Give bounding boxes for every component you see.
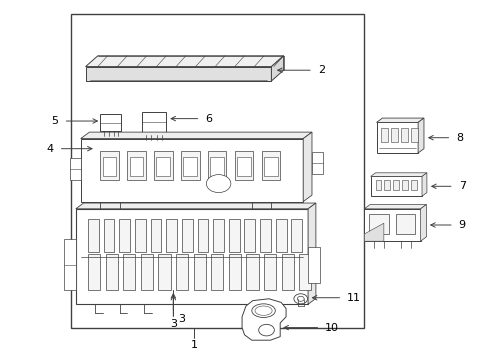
Bar: [260, 219, 270, 252]
Text: 3: 3: [178, 314, 185, 324]
Text: 4: 4: [46, 144, 54, 154]
Polygon shape: [303, 132, 311, 202]
Bar: [401, 180, 407, 190]
Bar: [400, 128, 407, 142]
Bar: [135, 219, 145, 252]
Bar: [244, 219, 255, 252]
Bar: [166, 219, 177, 252]
Polygon shape: [242, 299, 285, 340]
Polygon shape: [63, 239, 76, 290]
Polygon shape: [370, 173, 426, 176]
Bar: [70, 158, 81, 180]
Bar: [102, 157, 116, 176]
Ellipse shape: [251, 304, 275, 318]
Polygon shape: [417, 118, 423, 153]
Polygon shape: [364, 223, 383, 241]
Bar: [311, 152, 322, 174]
Bar: [119, 219, 130, 252]
Bar: [105, 254, 118, 290]
Text: 1: 1: [190, 340, 197, 350]
Text: 6: 6: [205, 114, 212, 123]
Bar: [410, 180, 416, 190]
Bar: [364, 209, 420, 241]
Bar: [299, 254, 311, 290]
Bar: [103, 219, 114, 252]
Polygon shape: [421, 173, 426, 196]
Polygon shape: [271, 56, 283, 81]
Bar: [381, 128, 387, 142]
Bar: [246, 254, 258, 290]
Bar: [100, 114, 121, 131]
Polygon shape: [307, 203, 315, 304]
Bar: [176, 254, 188, 290]
Bar: [261, 151, 280, 180]
Bar: [237, 157, 250, 176]
Bar: [81, 139, 303, 202]
Bar: [376, 122, 417, 153]
Bar: [228, 219, 239, 252]
Bar: [210, 157, 224, 176]
Circle shape: [206, 175, 230, 193]
Bar: [127, 151, 145, 180]
Polygon shape: [85, 67, 271, 81]
Bar: [384, 180, 389, 190]
Bar: [281, 254, 293, 290]
Bar: [193, 254, 205, 290]
Bar: [264, 254, 276, 290]
Bar: [141, 254, 153, 290]
Polygon shape: [420, 204, 426, 241]
Bar: [368, 214, 388, 234]
Circle shape: [293, 294, 307, 304]
Bar: [392, 180, 398, 190]
Bar: [181, 151, 199, 180]
Bar: [76, 209, 307, 304]
Polygon shape: [364, 204, 426, 209]
Bar: [71, 14, 364, 328]
Text: 10: 10: [325, 323, 339, 333]
Bar: [410, 128, 417, 142]
Polygon shape: [95, 144, 111, 157]
Bar: [142, 112, 166, 135]
Bar: [183, 157, 197, 176]
Bar: [275, 219, 286, 252]
Bar: [228, 254, 241, 290]
Bar: [129, 157, 143, 176]
Bar: [123, 254, 135, 290]
Bar: [207, 151, 226, 180]
Bar: [390, 128, 397, 142]
Circle shape: [258, 324, 274, 336]
Text: 3: 3: [169, 319, 177, 329]
Bar: [395, 214, 414, 234]
Text: 7: 7: [458, 181, 465, 191]
Bar: [156, 157, 170, 176]
Bar: [88, 219, 99, 252]
Bar: [264, 157, 277, 176]
Bar: [154, 151, 172, 180]
Bar: [213, 219, 224, 252]
Bar: [182, 219, 192, 252]
Bar: [370, 176, 421, 196]
Bar: [375, 180, 381, 190]
Bar: [197, 219, 208, 252]
Bar: [291, 219, 302, 252]
Text: 11: 11: [346, 293, 361, 303]
Polygon shape: [307, 247, 320, 283]
Polygon shape: [81, 132, 311, 139]
Polygon shape: [85, 56, 283, 67]
Bar: [88, 254, 100, 290]
Bar: [234, 151, 253, 180]
Polygon shape: [376, 118, 423, 122]
Bar: [100, 151, 119, 180]
Text: 2: 2: [317, 65, 325, 75]
Bar: [150, 219, 161, 252]
Bar: [158, 254, 170, 290]
Text: 9: 9: [458, 220, 465, 230]
Text: 8: 8: [455, 133, 463, 143]
Text: 5: 5: [52, 116, 59, 126]
Polygon shape: [76, 203, 315, 209]
Bar: [211, 254, 223, 290]
